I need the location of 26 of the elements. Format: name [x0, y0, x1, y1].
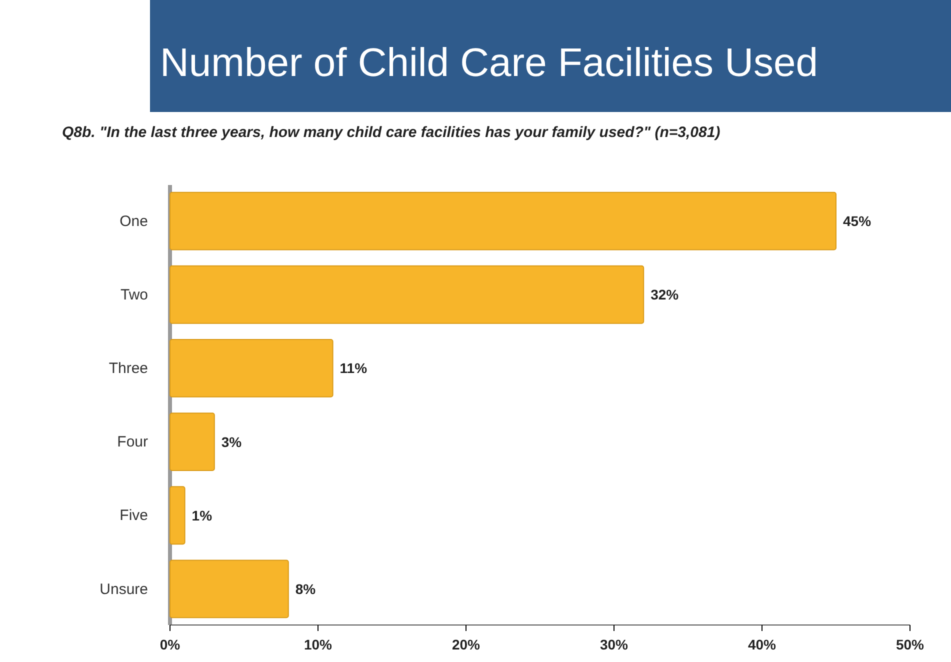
x-tick-label: 0% [160, 636, 181, 652]
y-tick-label: Four [117, 434, 148, 451]
y-tick-label: Five [120, 507, 148, 524]
y-tick-label: Two [120, 286, 148, 304]
y-tick-label: One [120, 212, 148, 230]
bar [170, 192, 836, 250]
data-label: 8% [295, 580, 316, 597]
data-label: 1% [192, 507, 213, 524]
bar [170, 412, 215, 471]
data-label: 32% [650, 286, 680, 303]
y-tick-label: Three [108, 360, 148, 378]
bar [170, 486, 186, 545]
data-label: 11% [340, 360, 368, 376]
y-tick-label: Unsure [100, 580, 148, 598]
data-label: 3% [221, 434, 242, 450]
x-tick-label: 50% [896, 636, 925, 652]
bar [170, 265, 644, 324]
x-tick-label: 10% [304, 636, 333, 652]
x-tick-label: 40% [748, 636, 777, 652]
chart-title: Number of Child Care Facilities Used [160, 41, 818, 85]
chart-subtitle: Q8b. "In the last three years, how many child care facilities has your family used?" (n=3,081) [62, 124, 720, 141]
bar [170, 339, 334, 398]
data-label: 45% [843, 213, 872, 230]
x-tick-label: 30% [600, 636, 629, 652]
x-tick-label: 20% [452, 636, 481, 652]
bar [170, 560, 289, 618]
